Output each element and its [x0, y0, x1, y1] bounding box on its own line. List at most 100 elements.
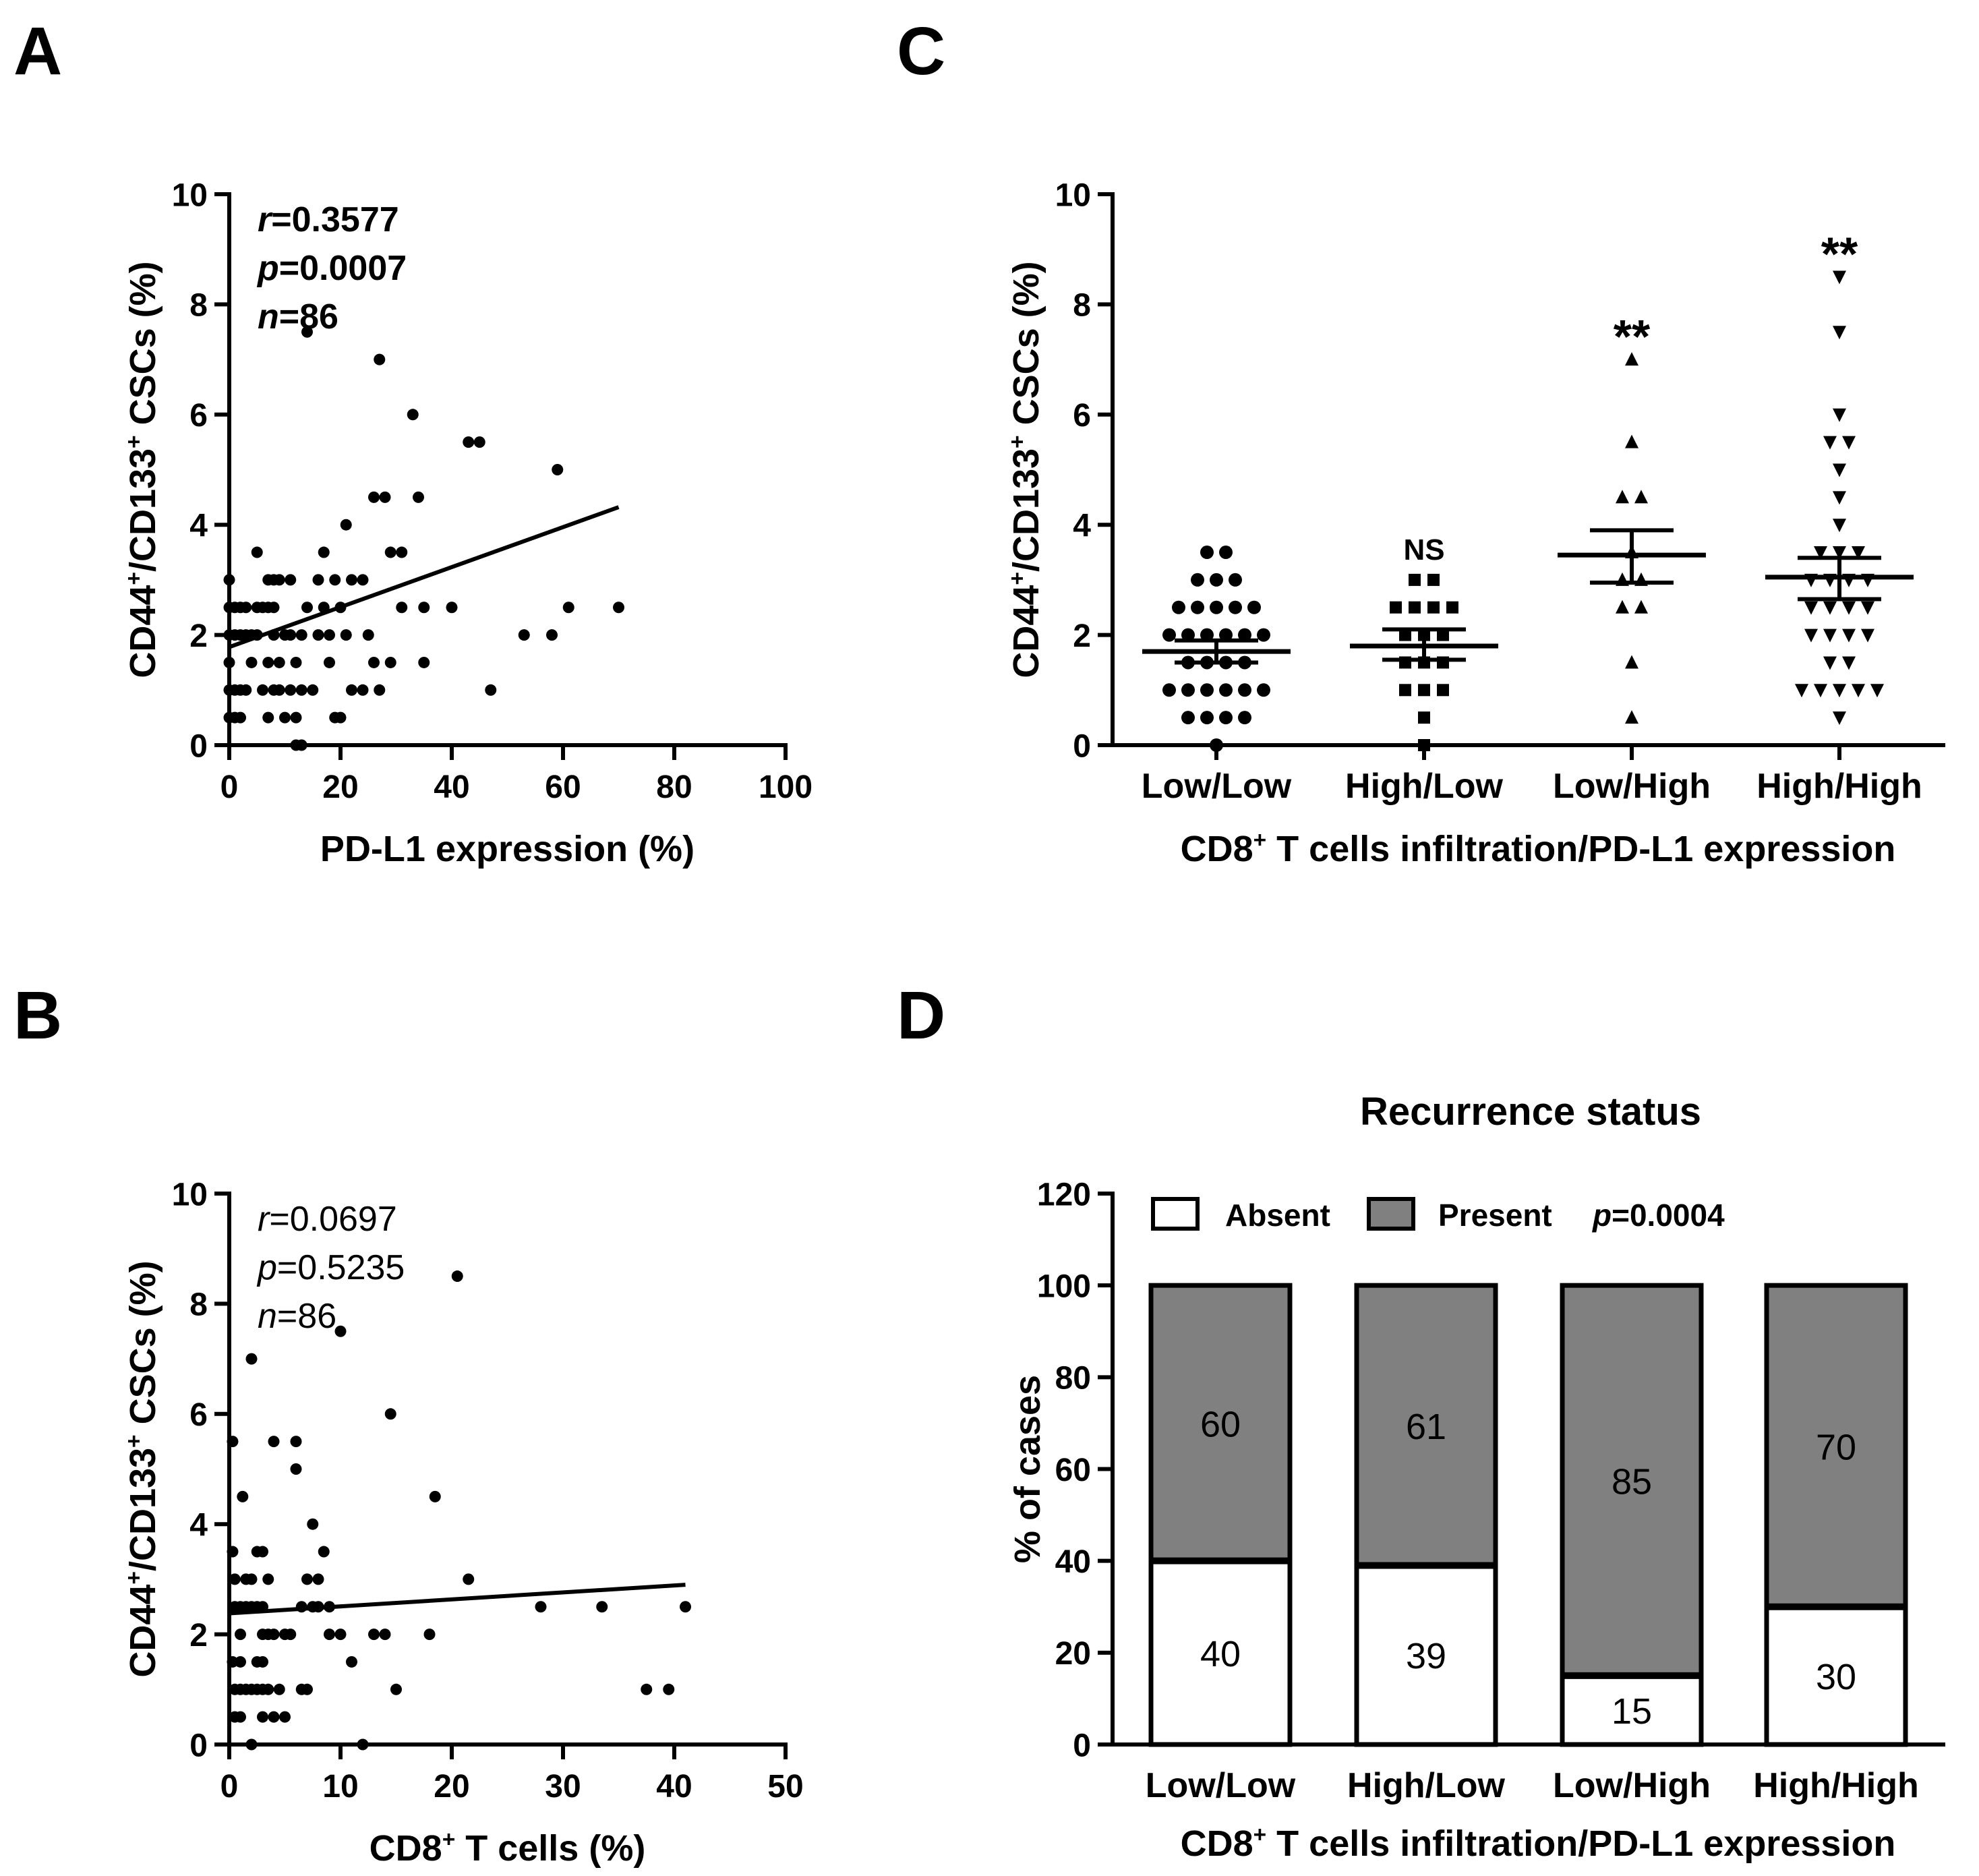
panel-b-point-63: [429, 1490, 441, 1502]
panel-d-y-tick-label-0: 0: [1073, 1728, 1091, 1763]
panel-c-low-low-point-8: [1181, 628, 1195, 642]
panel-c-low-low-point-11: [1238, 628, 1251, 642]
panel-c-high-high-point-24: [1804, 601, 1818, 615]
panel-a-point-64: [357, 574, 369, 586]
panel-d-x-axis-label: CD8+ T cells infiltration/PD-L1 expressi…: [1181, 1822, 1896, 1864]
panel-a-stat-n: n=86: [258, 297, 338, 336]
panel-c-high-high-point-30: [1833, 711, 1846, 726]
panel-c-low-high-point-8: [1634, 599, 1648, 614]
panel-c-high-high-point-2: [1833, 684, 1846, 698]
panel-d-present-label-2: 85: [1612, 1462, 1652, 1502]
panel-d-absent-label-2: 15: [1612, 1691, 1652, 1732]
panel-a-point-60: [340, 519, 352, 531]
panel-a-x-tick-label-3: 60: [545, 769, 581, 805]
panel-a-point-25: [262, 656, 274, 668]
panel-b-y-tick-label-5: 10: [172, 1177, 208, 1212]
panel-c-low-low-point-5: [1238, 683, 1251, 697]
panel-d-absent-label-0: 40: [1200, 1634, 1241, 1674]
panel-c-category-label-0: Low/Low: [1142, 767, 1292, 806]
panel-a-y-axis-label: CD44+/CD133+ CSCs (%): [121, 261, 163, 678]
panel-d-legend-absent-label: Absent: [1225, 1198, 1330, 1233]
panel-d-y-tick-label-4: 80: [1055, 1361, 1091, 1397]
panel-c-high-low-point-11: [1427, 601, 1440, 614]
panel-d-y-axis-label: % of cases: [1007, 1375, 1048, 1563]
panel-c-high-low-point-7: [1409, 573, 1421, 586]
panel-c-low-low-point-22: [1247, 600, 1261, 614]
panel-a-point-84: [546, 629, 558, 641]
panel-a-point-70: [379, 491, 391, 503]
panel-c-high-high-point-14: [1833, 463, 1846, 477]
panel-a-point-81: [473, 436, 485, 448]
panel-a-point-2: [223, 656, 235, 668]
panel-a-point-72: [384, 546, 396, 558]
panel-a-point-17: [245, 656, 258, 668]
panel-c-low-high-point-7: [1616, 599, 1629, 614]
panel-b-point-62: [423, 1629, 436, 1641]
panel-c-high-high-point-1: [1814, 684, 1827, 698]
panel-a-point-66: [368, 656, 380, 668]
panel-a-point-75: [407, 409, 419, 421]
panel-a-point-87: [613, 602, 624, 614]
panel-d-bar-present-0: [1148, 1283, 1293, 1564]
panel-b-y-tick-label-0: 0: [189, 1728, 208, 1763]
panel-b-point-0: [227, 1436, 239, 1448]
panel-c-high-low-point-4: [1399, 628, 1411, 641]
panel-a-point-38: [285, 629, 297, 641]
panel-b-point-70: [680, 1601, 691, 1613]
panel-d-category-label-0: Low/Low: [1146, 1766, 1296, 1805]
panel-d-bar-absent-1: [1354, 1562, 1498, 1747]
panel-d-bar-absent-0: [1148, 1558, 1293, 1747]
panel-b-point-30: [257, 1711, 268, 1723]
panel-a-point-86: [562, 602, 574, 614]
panel-b-point-42: [290, 1463, 302, 1475]
panel-b-point-17: [245, 1573, 258, 1585]
panel-c-high-high-point-8: [1861, 628, 1874, 643]
panel-c-high-high-point-27: [1861, 601, 1874, 615]
panel-c-high-low-point-1: [1399, 684, 1411, 697]
panel-c-high-high-point-19: [1842, 436, 1856, 450]
panel-c-low-high-point-10: [1625, 710, 1638, 724]
panel-a-point-49: [312, 629, 324, 641]
panel-c-high-high-point-15: [1833, 408, 1846, 422]
panel-a-point-76: [413, 491, 424, 503]
panel-c-high-high-point-21: [1814, 546, 1827, 560]
panel-c-high-low-point-6: [1437, 628, 1449, 641]
panel-a-point-21: [251, 546, 263, 558]
panel-b-x-tick-label-1: 10: [322, 1769, 358, 1805]
panel-a-point-74: [396, 602, 408, 614]
panel-b-x-tick-label-4: 40: [656, 1769, 692, 1805]
panel-a-point-43: [295, 739, 307, 751]
panel-b-point-46: [301, 1683, 313, 1695]
panel-a-point-33: [273, 656, 285, 668]
panel-c-high-low-significance: NS: [1403, 533, 1444, 566]
panel-c-y-tick-label-1: 2: [1073, 618, 1091, 654]
panel-a-x-tick-label-5: 100: [759, 769, 813, 805]
panel-c-y-tick-label-2: 4: [1073, 508, 1091, 544]
panel-c-high-low-point-10: [1409, 601, 1421, 614]
panel-c-high-low-point-8: [1427, 573, 1440, 586]
panel-d-y-tick-label-1: 20: [1055, 1636, 1091, 1672]
panel-c-high-high-point-4: [1870, 684, 1884, 698]
panel-d-bar-present-1: [1354, 1283, 1498, 1568]
panel-a-point-48: [307, 684, 319, 696]
panel-d-title: Recurrence status: [1360, 1090, 1701, 1134]
panel-a-point-35: [279, 711, 291, 724]
panel-a-point-5: [223, 574, 235, 586]
panel-a-point-37: [285, 684, 297, 696]
panel-c-low-high-point-9: [1625, 655, 1638, 669]
panel-b-point-33: [262, 1683, 274, 1695]
panel-b-point-35: [268, 1629, 280, 1641]
panel-b-point-69: [663, 1683, 675, 1695]
panel-c-low-high-point-3: [1625, 434, 1638, 448]
panel-c-high-low-point-9: [1390, 601, 1402, 614]
panel-d-absent-label-3: 30: [1816, 1657, 1856, 1697]
panel-c-low-low-point-3: [1200, 683, 1214, 697]
panel-d-stacked-bar-chart: Recurrence status 0 20 40 60 80 100 120 60 40 Low/…: [1007, 1090, 1945, 1864]
panel-a-point-14: [240, 684, 252, 696]
panel-a-x-tick-label-2: 40: [434, 769, 469, 805]
panel-b-point-36: [268, 1711, 280, 1723]
panel-a-point-61: [346, 684, 357, 696]
panel-d-legend-present-swatch: [1367, 1197, 1415, 1231]
panel-b-point-51: [318, 1546, 330, 1558]
